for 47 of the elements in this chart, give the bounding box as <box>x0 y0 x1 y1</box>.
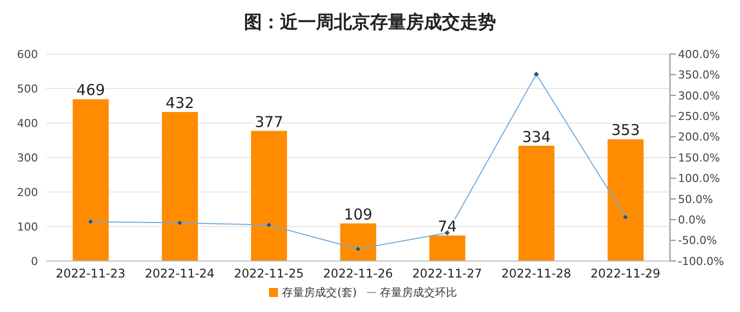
y2-tick-label: 350.0% <box>678 68 720 82</box>
x-tick-label: 2022-11-28 <box>501 266 572 281</box>
x-tick-label: 2022-11-27 <box>412 266 482 281</box>
data-label: 432 <box>166 94 194 112</box>
y-tick-label: 500 <box>17 82 38 96</box>
x-tick-label: 2022-11-29 <box>590 266 660 281</box>
y2-tick-label: 100.0% <box>678 172 720 186</box>
chart-title: 图：近一周北京存量房成交走势 <box>243 11 497 35</box>
x-tick-label: 2022-11-25 <box>234 266 304 281</box>
bar <box>162 112 198 261</box>
y-tick-label: 600 <box>17 48 38 61</box>
bar <box>72 99 109 261</box>
point <box>176 220 182 226</box>
y2-tick-label: 150.0% <box>678 151 720 164</box>
point <box>534 72 540 78</box>
y2-tick-label: 0.0% <box>678 214 706 227</box>
y2-tick-label: 400.0% <box>678 48 720 61</box>
y2-tick-label: 50.0% <box>678 192 713 206</box>
x-tick-label: 2022-11-26 <box>323 266 393 281</box>
y2-tick-label: 200.0% <box>678 130 720 144</box>
bar <box>518 146 554 261</box>
y-tick-label: 0 <box>31 254 38 268</box>
y2-tick-label: 250.0% <box>678 110 720 124</box>
y2-tick-label: -50.0% <box>678 234 717 248</box>
point <box>622 214 628 220</box>
data-label: 353 <box>611 121 640 140</box>
point <box>88 218 94 224</box>
y-tick-label: 400 <box>17 116 38 130</box>
y-tick-label: 100 <box>17 220 38 234</box>
bar <box>429 235 466 261</box>
y2-tick-label: -100.0% <box>678 254 724 268</box>
bar <box>340 223 376 261</box>
data-label: 377 <box>254 112 284 131</box>
x-tick-label: 2022-11-23 <box>56 266 126 281</box>
y-tick-label: 200 <box>17 186 38 199</box>
x-tick-label: 2022-11-24 <box>144 266 215 281</box>
point <box>266 222 272 228</box>
legend-label: 存量房成交(套) <box>282 286 357 299</box>
point <box>355 246 361 252</box>
y2-tick-label: 300.0% <box>678 89 720 102</box>
data-label: 334 <box>522 128 551 146</box>
data-label: 469 <box>76 81 106 100</box>
bar <box>251 130 288 261</box>
y-tick-label: 300 <box>17 151 38 164</box>
legend-label: 存量房成交环比 <box>380 286 457 299</box>
bar <box>608 139 644 261</box>
data-label: 109 <box>344 205 372 224</box>
